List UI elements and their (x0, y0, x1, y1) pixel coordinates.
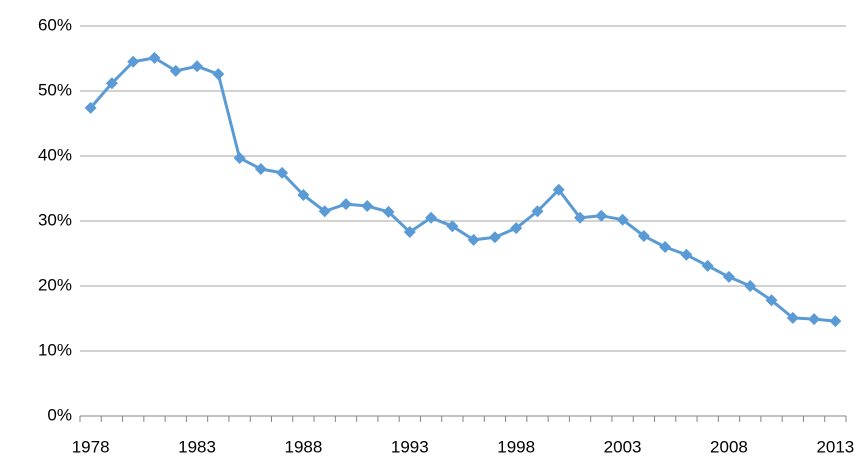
marker (744, 280, 757, 292)
marker (169, 64, 182, 77)
x-tick-label: 1983 (178, 437, 216, 456)
marker (680, 248, 693, 261)
marker (722, 270, 735, 283)
marker (233, 151, 246, 164)
marker (616, 213, 629, 226)
marker (808, 313, 821, 326)
y-tick-label: 10% (38, 340, 72, 359)
marker (701, 259, 714, 272)
y-tick-label: 0% (47, 405, 72, 424)
marker (446, 220, 459, 233)
marker (510, 222, 523, 235)
marker (765, 294, 778, 307)
marker (595, 209, 608, 222)
marker (148, 51, 161, 64)
marker (127, 55, 140, 68)
line (89, 56, 836, 323)
marker (276, 166, 289, 179)
x-tick-label: 2003 (604, 437, 642, 456)
marker (425, 211, 438, 224)
marker (574, 211, 587, 224)
marker (254, 163, 267, 175)
x-tick-label: 1998 (497, 437, 535, 456)
y-tick-label: 50% (38, 80, 72, 99)
marker (191, 60, 204, 73)
marker (105, 77, 118, 90)
marker (318, 205, 331, 218)
marker (488, 231, 501, 244)
marker (552, 183, 565, 196)
marker (84, 101, 97, 114)
marker (637, 229, 650, 242)
x-tick-label: 1978 (72, 437, 110, 456)
marker (339, 198, 352, 211)
marker (659, 241, 672, 253)
marker (212, 68, 225, 81)
marker (786, 311, 799, 324)
y-tick-label: 40% (38, 145, 72, 164)
x-tick-label: 1993 (391, 437, 429, 456)
x-tick-label: 2008 (710, 437, 748, 456)
y-tick-label: 30% (38, 210, 72, 229)
marker (361, 200, 374, 213)
x-tick-label: 2013 (816, 437, 854, 456)
y-tick-label: 20% (38, 275, 72, 294)
marker (382, 205, 395, 218)
y-tick-label: 60% (38, 15, 72, 34)
marker (297, 189, 310, 201)
marker (467, 233, 480, 246)
marker (829, 315, 842, 328)
marker (531, 205, 544, 218)
x-tick-label: 1988 (285, 437, 323, 456)
marker (403, 226, 416, 239)
